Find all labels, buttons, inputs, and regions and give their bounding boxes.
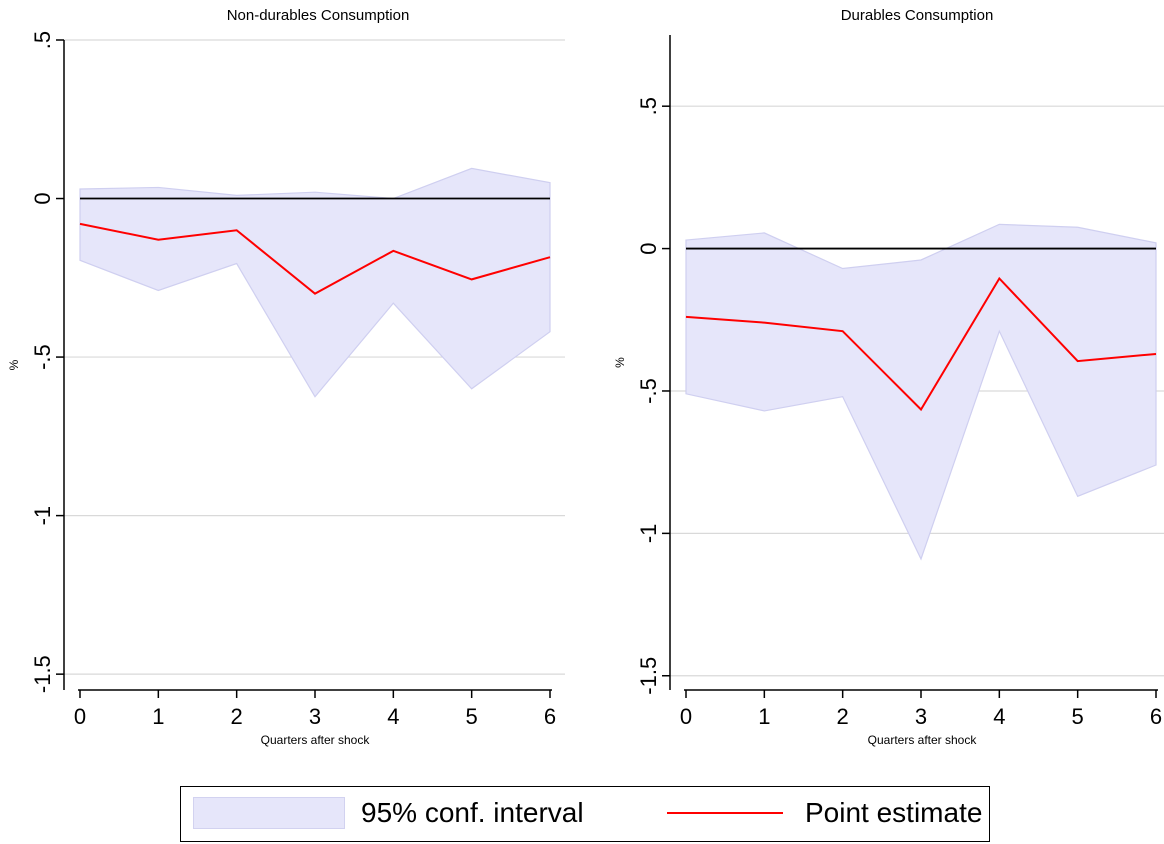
y-tick-label-4: -1.5 [636,657,661,695]
chart-title: Durables Consumption [841,7,994,24]
x-tick-label-6: 6 [1150,704,1162,729]
legend: 95% conf. interval Point estimate [180,786,990,842]
x-tick-label-4: 4 [993,704,1005,729]
confidence-band [685,223,1157,561]
legend-swatch-confidence-band [193,797,345,829]
x-tick-label-5: 5 [1072,704,1084,729]
y-tick-label-2: -.5 [30,344,55,370]
y-tick-label-1: 0 [30,192,55,204]
confidence-band [79,167,551,398]
x-axis-label: Quarters after shock [868,733,978,747]
x-tick-label-2: 2 [837,704,849,729]
y-axis-label: % [613,357,627,368]
x-tick-label-1: 1 [758,704,770,729]
legend-label-confidence-band: 95% conf. interval [361,797,584,828]
chart-title: Non-durables Consumption [227,7,410,24]
y-tick-label-4: -1.5 [30,655,55,693]
x-tick-label-0: 0 [680,704,692,729]
x-tick-label-3: 3 [309,704,321,729]
chart-panel-1: .5 0 -.5 -1 -1.5 0 1 2 3 4 5 6 Non-durables Consumpt… [7,7,565,747]
y-tick-label-0: .5 [30,31,55,49]
x-tick-label-2: 2 [231,704,243,729]
x-axis-label: Quarters after shock [261,733,371,747]
x-tick-label-5: 5 [466,704,478,729]
legend-swatch-point-estimate [667,812,783,814]
y-tick-label-3: -1 [636,524,661,544]
x-tick-label-1: 1 [152,704,164,729]
y-tick-label-3: -1 [30,506,55,526]
y-axis-label: % [7,359,21,370]
x-tick-label-6: 6 [544,704,556,729]
x-tick-label-3: 3 [915,704,927,729]
legend-label-point-estimate: Point estimate [805,797,983,828]
chart-panel-2: .5 0 -.5 -1 -1.5 0 1 2 3 4 5 6 Durables Consumption Q… [613,7,1164,747]
y-tick-label-2: -.5 [636,378,661,404]
y-tick-label-1: 0 [636,242,661,254]
y-tick-label-0: .5 [636,97,661,115]
x-tick-label-0: 0 [74,704,86,729]
x-tick-label-4: 4 [387,704,399,729]
